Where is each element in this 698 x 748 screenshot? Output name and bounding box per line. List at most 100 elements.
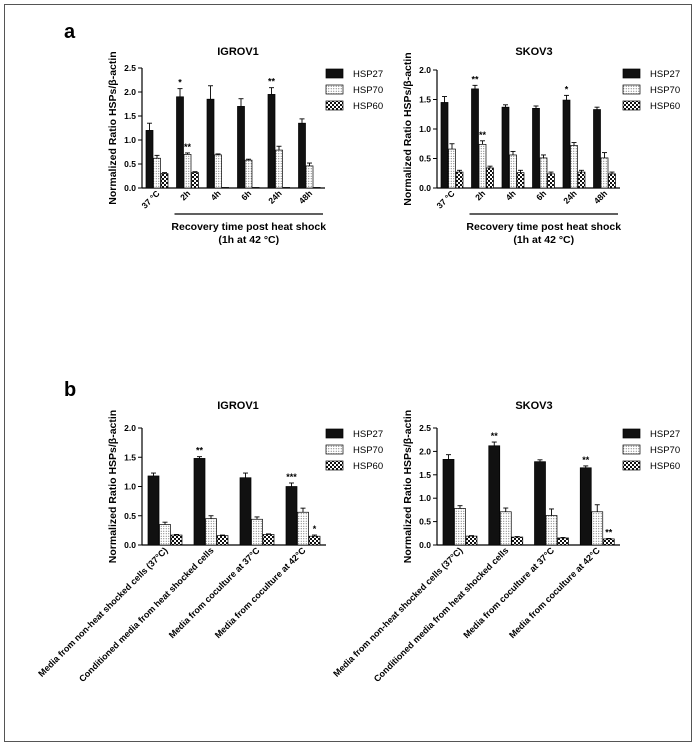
y-tick-label: 1.0 (124, 135, 136, 145)
significance-label: ** (268, 77, 276, 87)
bar-hsp27 (593, 109, 601, 189)
significance-label: ** (582, 455, 590, 465)
bar-hsp60 (216, 535, 229, 546)
legend-swatch (622, 84, 641, 95)
bar-hsp70 (591, 511, 604, 546)
legend-swatch (622, 428, 641, 439)
x-tick-label: 24h (561, 188, 578, 205)
x-axis-label: (1h at 42 °C) (513, 234, 574, 246)
bar-hsp70 (153, 157, 161, 189)
significance-label: ** (479, 130, 487, 140)
bar-hsp27 (176, 96, 184, 189)
bar-hsp70 (244, 159, 253, 189)
x-tick-label: Media from coculture at 37°C (167, 545, 262, 640)
legend-swatch (325, 68, 344, 79)
legend-label: HSP70 (353, 85, 383, 96)
y-tick-label: 0.5 (419, 154, 431, 164)
x-tick-label: 6h (239, 188, 253, 202)
bar-hsp70 (159, 524, 171, 546)
bar-hsp60 (511, 536, 524, 546)
y-tick-label: 0.5 (124, 159, 136, 169)
chart-title: IGROV1 (217, 400, 259, 412)
legend-swatch (622, 100, 641, 111)
figure-frame (4, 4, 692, 742)
legend-label: HSP27 (650, 69, 680, 80)
legend-swatch (325, 460, 344, 471)
legend-swatch (622, 68, 641, 79)
legend-label: HSP60 (650, 101, 680, 112)
bar-hsp60 (191, 172, 199, 189)
panel-label-b: b (64, 379, 76, 401)
bar-hsp60 (170, 534, 183, 546)
bar-hsp27 (440, 102, 449, 189)
bar-hsp27 (442, 459, 455, 546)
significance-label: * (178, 78, 182, 88)
bar-hsp60 (516, 172, 525, 189)
x-axis-label: Recovery time post heat shock (171, 221, 326, 233)
bar-hsp70 (509, 154, 517, 189)
x-tick-label: 48h (297, 188, 314, 205)
bar-hsp60 (608, 173, 616, 189)
x-tick-label: 4h (504, 188, 518, 202)
bar-hsp70 (275, 149, 283, 189)
bar-hsp27 (534, 461, 546, 546)
significance-label: *** (286, 472, 297, 482)
bar-hsp70 (600, 157, 609, 189)
legend-label: HSP70 (650, 85, 680, 96)
x-tick-label: 6h (534, 188, 548, 202)
legend-swatch (325, 100, 344, 111)
chart-igrov1-recovery: IGROV1 Normalized Ratio HSPs/β-actin 0.0 0.… (107, 46, 383, 246)
bar-hsp70 (305, 165, 314, 189)
significance-label: ** (605, 527, 613, 537)
bar-hsp70 (297, 511, 309, 546)
y-tick-label: 0.0 (419, 540, 431, 550)
bar-hsp27 (562, 99, 571, 189)
y-tick-label: 0.5 (419, 517, 431, 527)
significance-label: * (565, 84, 569, 94)
bar-hsp70 (454, 508, 466, 546)
bar-hsp60 (455, 171, 464, 189)
x-tick-label: 37 °C (434, 188, 456, 210)
bar-hsp27 (298, 122, 306, 189)
legend-label: HSP60 (353, 461, 383, 472)
significance-label: ** (471, 74, 479, 84)
legend-label: HSP60 (353, 101, 383, 112)
y-tick-label: 1.5 (419, 95, 431, 105)
legend-label: HSP70 (353, 445, 383, 456)
bar-hsp70 (448, 148, 456, 189)
bar-hsp27 (239, 477, 252, 546)
bar-hsp27 (206, 98, 215, 189)
bar-hsp27 (285, 486, 298, 546)
significance-label: ** (196, 446, 204, 456)
bar-hsp27 (532, 107, 540, 189)
bar-hsp60 (308, 535, 321, 546)
bar-hsp27 (267, 94, 276, 189)
y-tick-label: 0.0 (419, 183, 431, 193)
legend-label: HSP70 (650, 445, 680, 456)
bar-hsp70 (478, 143, 487, 189)
y-tick-label: 2.5 (124, 63, 136, 73)
y-tick-label: 1.5 (124, 452, 136, 462)
y-tick-label: 1.5 (419, 470, 431, 480)
bar-hsp70 (251, 518, 263, 546)
y-tick-label: 1.0 (124, 482, 136, 492)
y-tick-label: 2.0 (124, 423, 136, 433)
y-tick-label: 2.0 (419, 446, 431, 456)
bar-hsp60 (160, 173, 169, 189)
bar-hsp27 (501, 106, 510, 189)
bar-hsp60 (557, 537, 569, 546)
y-axis-label: Normalized Ratio HSPs/β-actin (107, 410, 119, 563)
x-axis-label: Recovery time post heat shock (466, 221, 621, 233)
bar-hsp60 (577, 171, 586, 189)
panel-label-a: a (64, 21, 76, 43)
bar-hsp70 (205, 518, 217, 546)
significance-label: ** (491, 431, 499, 441)
y-tick-label: 2.0 (124, 87, 136, 97)
y-tick-label: 2.0 (419, 65, 431, 75)
bar-hsp60 (465, 535, 478, 546)
chart-title: SKOV3 (515, 400, 552, 412)
bar-hsp60 (547, 173, 555, 189)
bar-hsp70 (539, 157, 548, 189)
y-tick-label: 0.0 (124, 540, 136, 550)
y-tick-label: 1.0 (419, 493, 431, 503)
